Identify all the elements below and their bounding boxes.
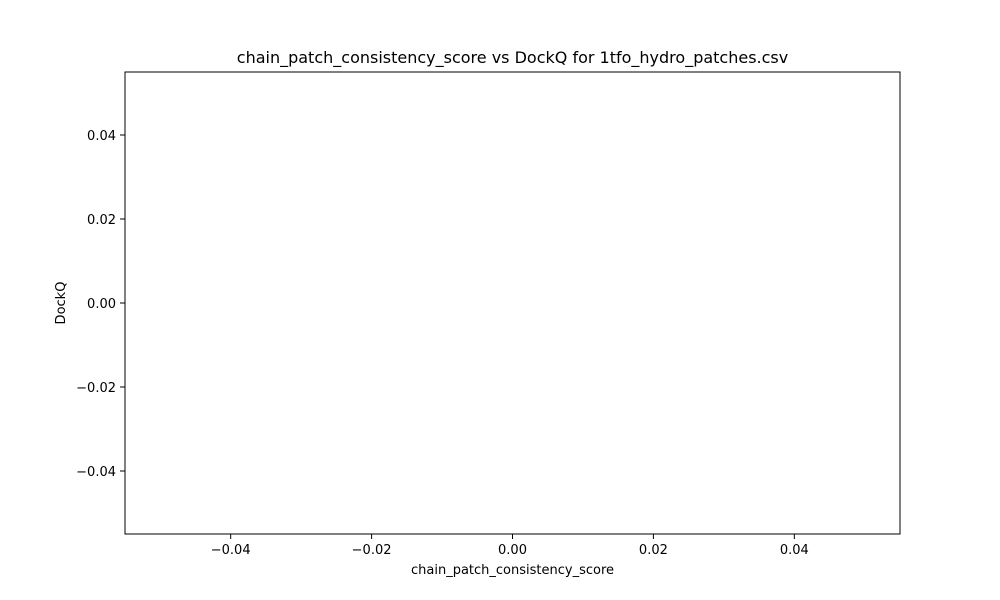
x-tick-label: 0.00 xyxy=(498,543,527,558)
y-tick-label: 0.04 xyxy=(87,129,116,144)
chart-title: chain_patch_consistency_score vs DockQ f… xyxy=(237,48,788,68)
x-tick-label: −0.02 xyxy=(352,543,392,558)
x-tick-label: 0.02 xyxy=(639,543,668,558)
x-tick-label: −0.04 xyxy=(211,543,251,558)
y-tick-label: −0.02 xyxy=(76,381,116,396)
y-axis-label: DockQ xyxy=(54,282,69,325)
y-axis: −0.04 −0.02 0.00 0.02 0.04 xyxy=(76,129,125,480)
x-axis: −0.04 −0.02 0.00 0.02 0.04 xyxy=(211,534,809,558)
y-tick-label: −0.04 xyxy=(76,465,116,480)
y-tick-label: 0.00 xyxy=(87,297,116,312)
y-tick-label: 0.02 xyxy=(87,213,116,228)
x-tick-label: 0.04 xyxy=(780,543,809,558)
x-axis-label: chain_patch_consistency_score xyxy=(411,563,614,578)
plot-area xyxy=(124,71,901,535)
